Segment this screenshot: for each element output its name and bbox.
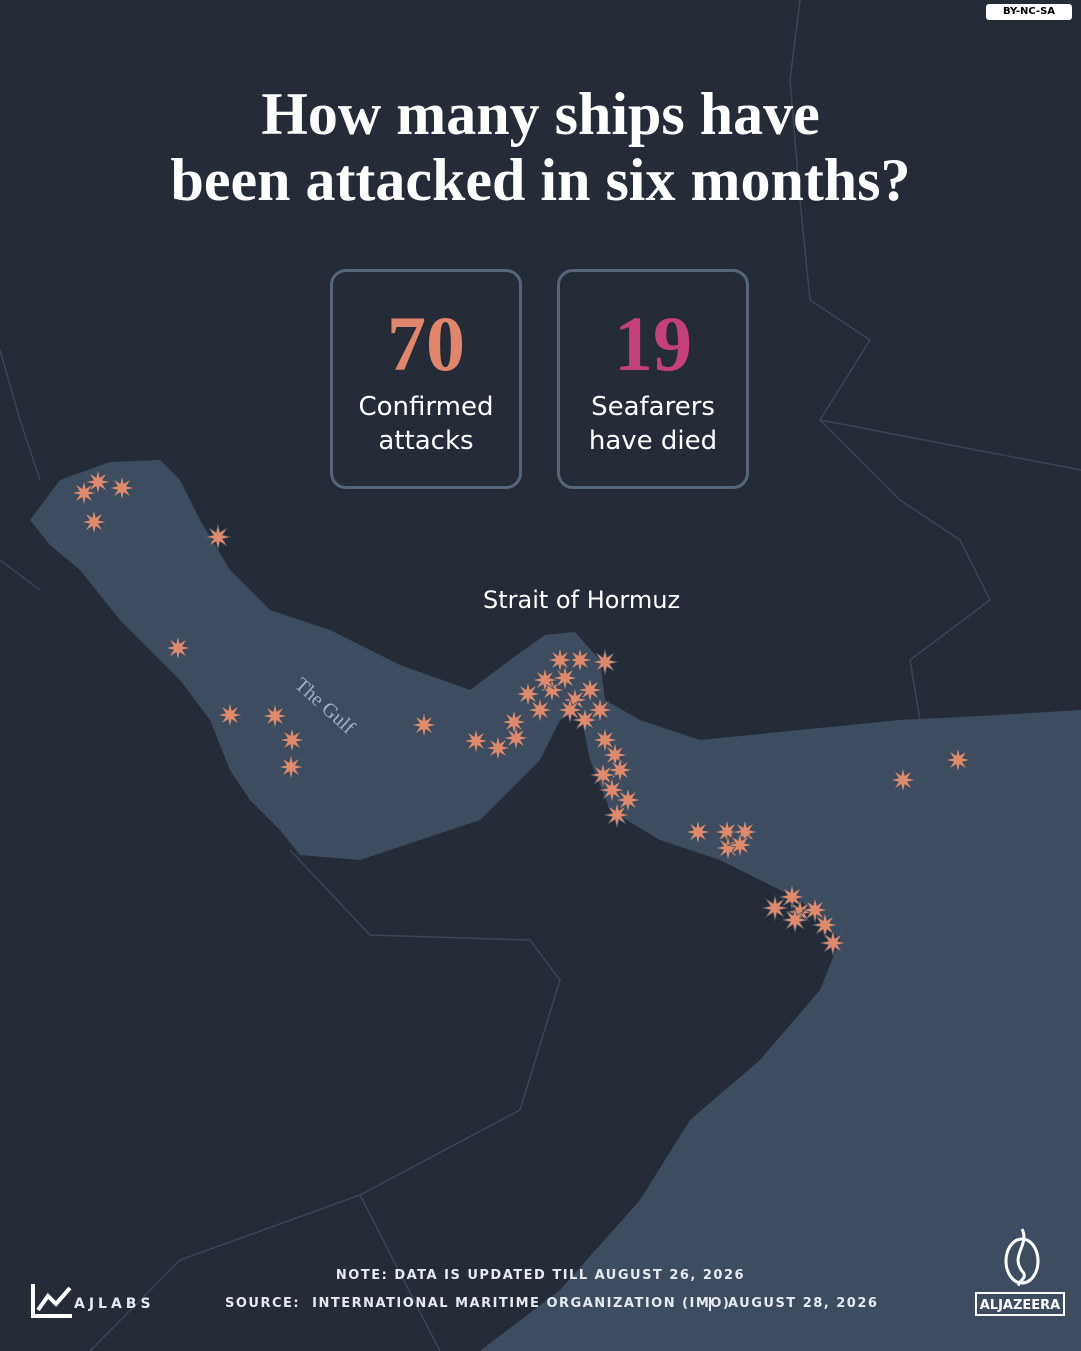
attack-marker (591, 726, 619, 754)
attack-marker (551, 664, 579, 692)
ajlabs-icon (31, 1284, 72, 1318)
attack-marker (80, 508, 108, 536)
attack-marker (684, 818, 712, 846)
attack-marker (819, 929, 847, 957)
attack-marker (598, 776, 626, 804)
stat-label: Confirmed attacks (358, 392, 494, 456)
aljazeera-logo (1004, 1228, 1040, 1287)
attack-markers (70, 468, 972, 957)
brand-box: ALJAZEERA (975, 1292, 1065, 1316)
attack-marker (526, 696, 554, 724)
stat-label: Seafarers have died (588, 392, 718, 456)
attack-marker (603, 801, 631, 829)
attack-marker (410, 711, 438, 739)
attack-marker (591, 648, 619, 676)
attack-marker (801, 896, 829, 924)
attack-marker (781, 906, 809, 934)
attack-marker (216, 701, 244, 729)
attack-marker (589, 761, 617, 789)
attack-marker (889, 766, 917, 794)
attack-marker (576, 676, 604, 704)
attack-marker (811, 911, 839, 939)
sea (30, 460, 1081, 1351)
attack-marker (778, 883, 806, 911)
attack-marker (546, 646, 574, 674)
attack-marker (502, 724, 530, 752)
attack-marker (514, 680, 542, 708)
title-line: been attacked in six months? (170, 147, 911, 213)
attack-marker (571, 706, 599, 734)
license-badge: BY-NC-SA (986, 4, 1072, 20)
stat-card: 70 Confirmed attacks (330, 269, 522, 489)
footer-note: NOTE: DATA IS UPDATED TILL AUGUST 26, 20… (335, 1268, 746, 1283)
attack-marker (278, 726, 306, 754)
attack-marker (566, 646, 594, 674)
attack-marker (556, 696, 584, 724)
license-text: BY-NC-SA (1002, 6, 1056, 17)
attack-marker (531, 666, 559, 694)
brand-right: ALJAZEERA (979, 1298, 1061, 1313)
attack-marker (614, 786, 642, 814)
attack-marker (462, 727, 490, 755)
stat-value: 19 (614, 300, 692, 387)
attack-marker (484, 734, 512, 762)
attack-marker (204, 523, 232, 551)
attack-marker (761, 894, 789, 922)
stat-value: 70 (387, 300, 465, 387)
attack-marker (108, 474, 136, 502)
attack-marker (586, 696, 614, 724)
title-line: How many ships have (261, 81, 820, 147)
stat-card: 19 Seafarers have died (557, 269, 749, 489)
attack-marker (277, 753, 305, 781)
attack-marker (84, 468, 112, 496)
attack-marker (944, 746, 972, 774)
attack-marker (261, 702, 289, 730)
attack-marker (500, 708, 528, 736)
attack-marker (726, 831, 754, 859)
brand-left: AJLABS (74, 1296, 155, 1312)
attack-marker (606, 756, 634, 784)
map-label: Strait of Hormuz (483, 586, 681, 614)
separator (709, 1297, 711, 1311)
footer-source: SOURCE: INTERNATIONAL MARITIME ORGANIZAT… (225, 1296, 731, 1311)
footer-date: AUGUST 28, 2026 (728, 1296, 879, 1311)
attack-marker (164, 634, 192, 662)
